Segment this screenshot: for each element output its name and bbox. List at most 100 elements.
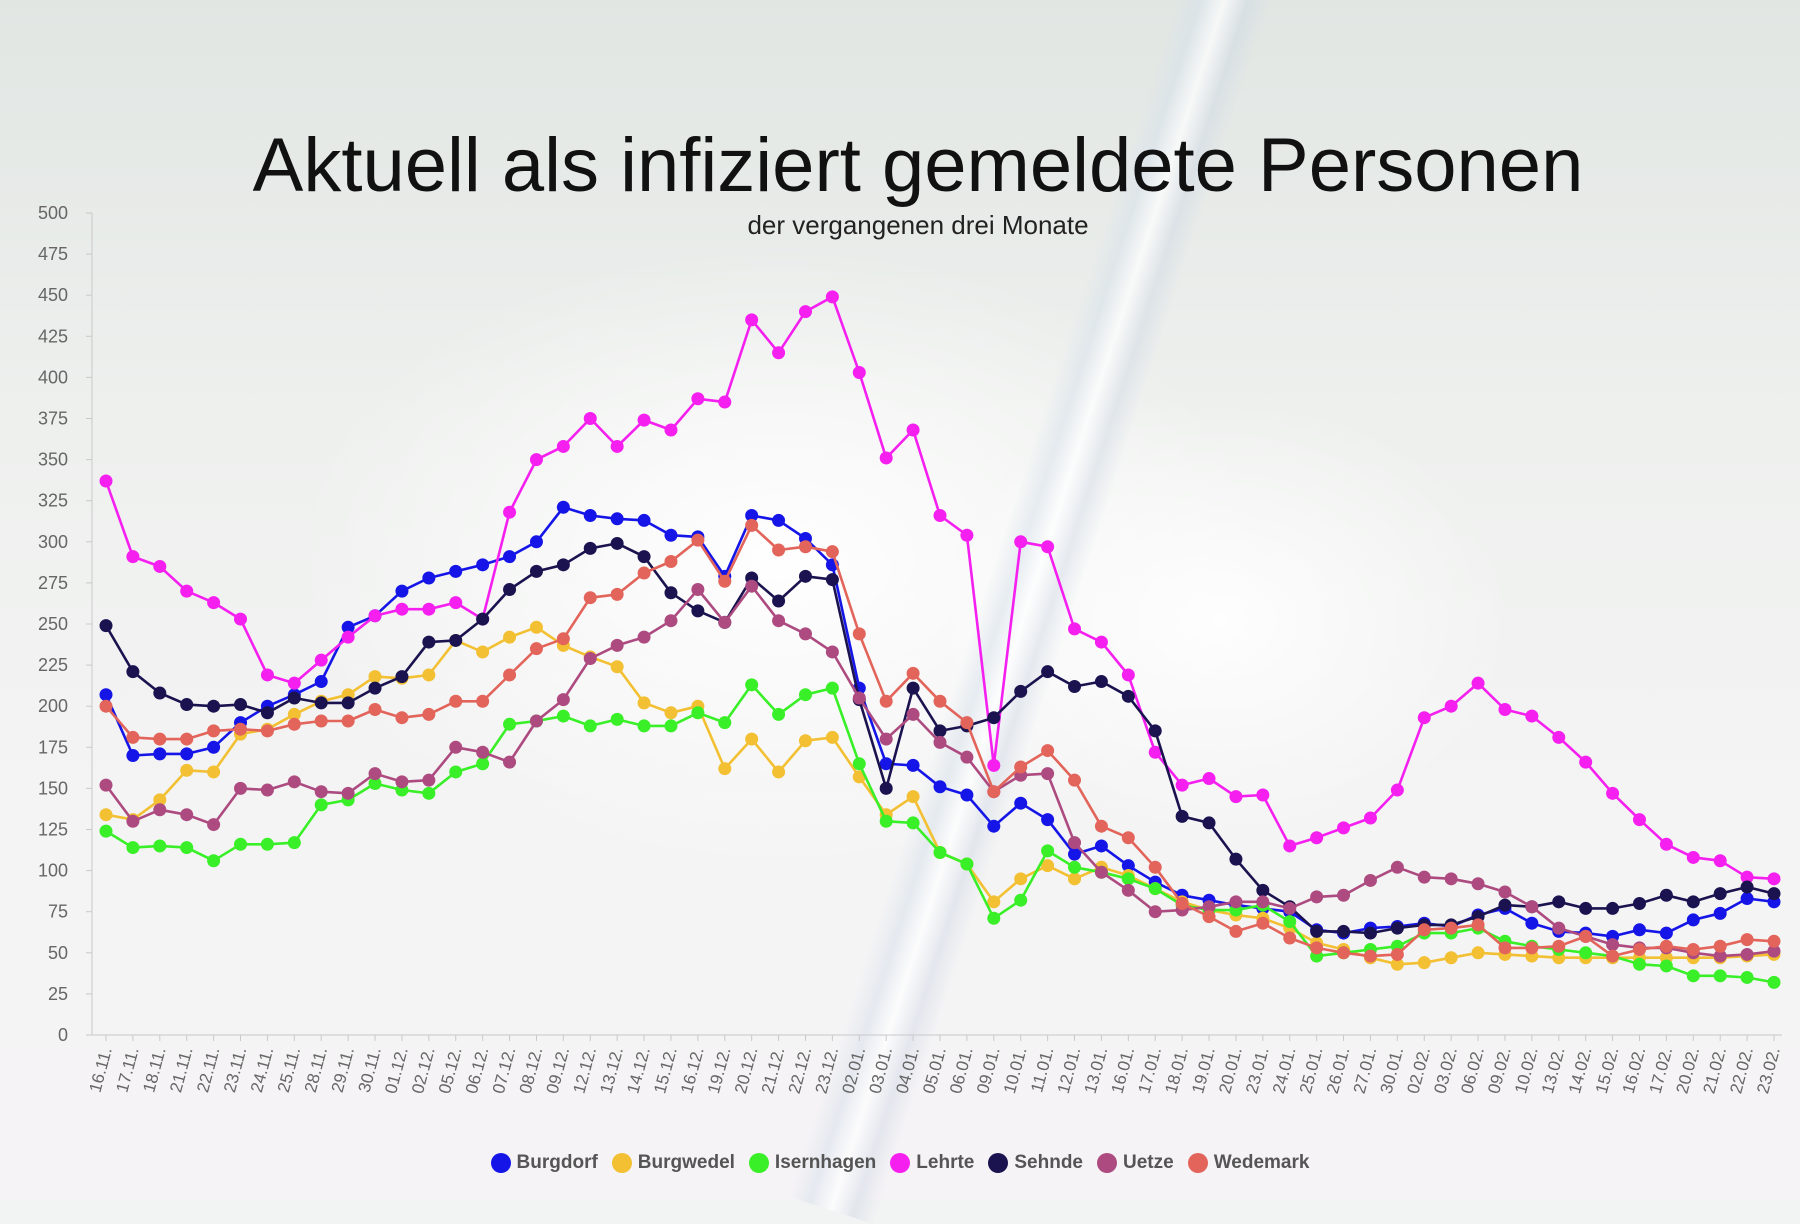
- data-point: [798, 305, 812, 319]
- data-point: [1498, 898, 1512, 912]
- x-tick-label: 30.11.: [355, 1045, 385, 1094]
- x-tick-label: 21.02.: [1699, 1045, 1730, 1096]
- data-point: [1229, 895, 1243, 909]
- x-tick-label: 05.12.: [435, 1045, 466, 1096]
- data-point: [449, 564, 463, 578]
- x-tick-label: 28.11.: [301, 1045, 331, 1094]
- legend-item-burgdorf[interactable]: Burgdorf: [490, 1152, 598, 1174]
- data-point: [1659, 939, 1673, 953]
- data-point: [99, 688, 113, 702]
- legend-item-wedemark[interactable]: Wedemark: [1187, 1152, 1309, 1174]
- legend-item-uetze[interactable]: Uetze: [1097, 1152, 1174, 1174]
- data-point: [745, 313, 759, 327]
- y-tick-label: 150: [38, 778, 68, 798]
- data-point: [1121, 689, 1135, 703]
- legend-item-lehrte[interactable]: Lehrte: [890, 1152, 974, 1174]
- data-point: [1659, 926, 1673, 940]
- data-point: [879, 732, 893, 746]
- x-tick-label: 17.01.: [1135, 1045, 1166, 1096]
- data-point: [1014, 796, 1028, 810]
- data-point: [476, 612, 490, 626]
- data-point: [852, 691, 866, 705]
- x-tick-label: 23.02.: [1753, 1045, 1784, 1096]
- data-point: [879, 781, 893, 795]
- data-point: [1390, 783, 1404, 797]
- data-point: [1767, 975, 1781, 989]
- x-tick-label: 03.01.: [865, 1045, 896, 1096]
- x-tick-label: 13.02.: [1538, 1045, 1569, 1096]
- data-point: [852, 757, 866, 771]
- data-point: [180, 763, 194, 777]
- legend-label: Burgdorf: [516, 1152, 598, 1173]
- legend-swatch: [748, 1153, 769, 1173]
- legend-item-burgwedel[interactable]: Burgwedel: [611, 1152, 735, 1174]
- data-point: [260, 724, 274, 738]
- data-point: [341, 714, 355, 728]
- data-point: [1713, 969, 1727, 983]
- chart-series: [99, 290, 1781, 989]
- data-point: [1632, 943, 1646, 957]
- data-point: [1121, 872, 1135, 886]
- data-point: [422, 786, 436, 800]
- data-point: [772, 594, 786, 608]
- y-tick-label: 400: [38, 367, 68, 387]
- data-point: [529, 714, 543, 728]
- data-point: [314, 653, 328, 667]
- data-point: [1713, 949, 1727, 963]
- data-point: [987, 819, 1001, 833]
- data-point: [610, 536, 624, 550]
- data-point: [341, 696, 355, 710]
- series-isernhagen: [99, 678, 1781, 989]
- data-point: [368, 702, 382, 716]
- data-point: [987, 895, 1001, 909]
- data-point: [1363, 811, 1377, 825]
- series-wedemark: [99, 518, 1781, 963]
- data-point: [987, 758, 1001, 772]
- data-point: [260, 837, 274, 851]
- data-point: [1767, 872, 1781, 886]
- data-point: [987, 785, 1001, 799]
- data-point: [207, 699, 221, 713]
- data-point: [153, 793, 167, 807]
- data-point: [691, 706, 705, 720]
- data-point: [1579, 755, 1593, 769]
- series-line: [104, 584, 1775, 958]
- data-point: [987, 911, 1001, 925]
- data-point: [1525, 709, 1539, 723]
- data-point: [1202, 900, 1216, 914]
- legend-label: Lehrte: [916, 1152, 975, 1173]
- x-tick-label: 06.01.: [946, 1045, 977, 1096]
- data-point: [1471, 918, 1485, 932]
- data-point: [395, 775, 409, 789]
- data-point: [529, 535, 543, 549]
- data-point: [879, 757, 893, 771]
- data-point: [825, 730, 839, 744]
- data-point: [933, 846, 947, 860]
- legend-label: Uetze: [1123, 1152, 1174, 1173]
- data-point: [1337, 888, 1351, 902]
- data-point: [960, 857, 974, 871]
- data-point: [287, 836, 301, 850]
- data-point: [1659, 888, 1673, 902]
- legend-item-isernhagen[interactable]: Isernhagen: [748, 1152, 876, 1174]
- x-tick-label: 14.02.: [1565, 1045, 1596, 1096]
- data-point: [99, 778, 113, 792]
- data-point: [1094, 675, 1108, 689]
- data-point: [798, 627, 812, 641]
- y-tick-label: 475: [38, 244, 68, 264]
- data-point: [1121, 859, 1135, 873]
- data-point: [583, 412, 597, 425]
- data-point: [718, 762, 732, 776]
- data-point: [772, 765, 786, 779]
- data-point: [99, 824, 113, 838]
- data-point: [180, 808, 194, 822]
- legend-item-sehnde[interactable]: Sehnde: [988, 1152, 1083, 1174]
- data-point: [1686, 895, 1700, 909]
- data-point: [1094, 819, 1108, 833]
- data-point: [906, 758, 920, 772]
- data-point: [260, 783, 274, 797]
- x-tick-label: 06.02.: [1457, 1045, 1488, 1096]
- data-point: [503, 550, 517, 564]
- data-point: [664, 614, 678, 628]
